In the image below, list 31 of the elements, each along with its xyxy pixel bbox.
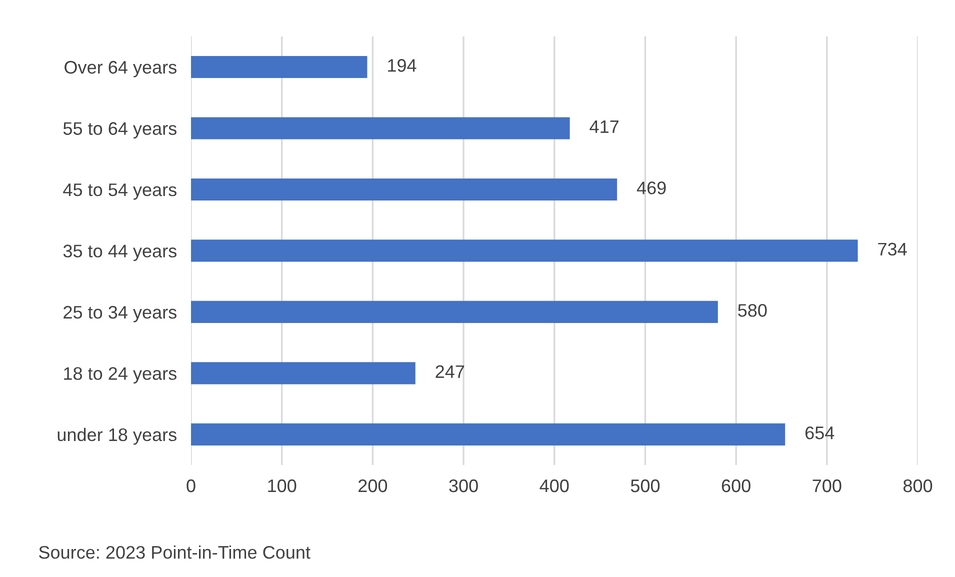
- y-tick-label: 18 to 24 years: [64, 367, 176, 384]
- y-tick-label: 55 to 64 years: [63, 122, 176, 139]
- bar: [191, 56, 368, 78]
- x-tick-label: 600: [722, 479, 750, 492]
- y-tick-label: Over 64 years: [64, 60, 176, 78]
- data-label: 469: [636, 182, 666, 194]
- x-tick-label: 700: [812, 479, 842, 492]
- x-tick-label: 200: [358, 479, 388, 492]
- x-tick-label: 800: [903, 479, 932, 492]
- data-label: 654: [805, 426, 834, 440]
- x-tick-label: 300: [449, 479, 478, 492]
- y-tick-label: 45 to 54 years: [63, 184, 176, 200]
- data-label: 580: [738, 304, 767, 317]
- y-tick-label: 35 to 44 years: [63, 244, 176, 261]
- data-label: 734: [878, 242, 907, 256]
- x-tick-label: 400: [540, 479, 569, 492]
- data-label: 247: [436, 365, 464, 378]
- bar: [191, 362, 416, 384]
- bar: [191, 117, 570, 140]
- source-note: Source: 2023 Point-in-Time Count: [39, 546, 310, 559]
- bar: [191, 178, 618, 200]
- x-tick-label: 0: [186, 479, 196, 492]
- bar: [191, 300, 718, 323]
- data-label: 194: [388, 59, 416, 72]
- x-tick-label: 100: [268, 479, 296, 492]
- x-tick-label: 500: [630, 479, 660, 492]
- bar: [191, 423, 786, 446]
- bar: [191, 240, 858, 262]
- y-tick-label: 25 to 34 years: [64, 306, 176, 322]
- y-tick-label: under 18 years: [58, 428, 176, 445]
- data-label: 417: [590, 120, 618, 133]
